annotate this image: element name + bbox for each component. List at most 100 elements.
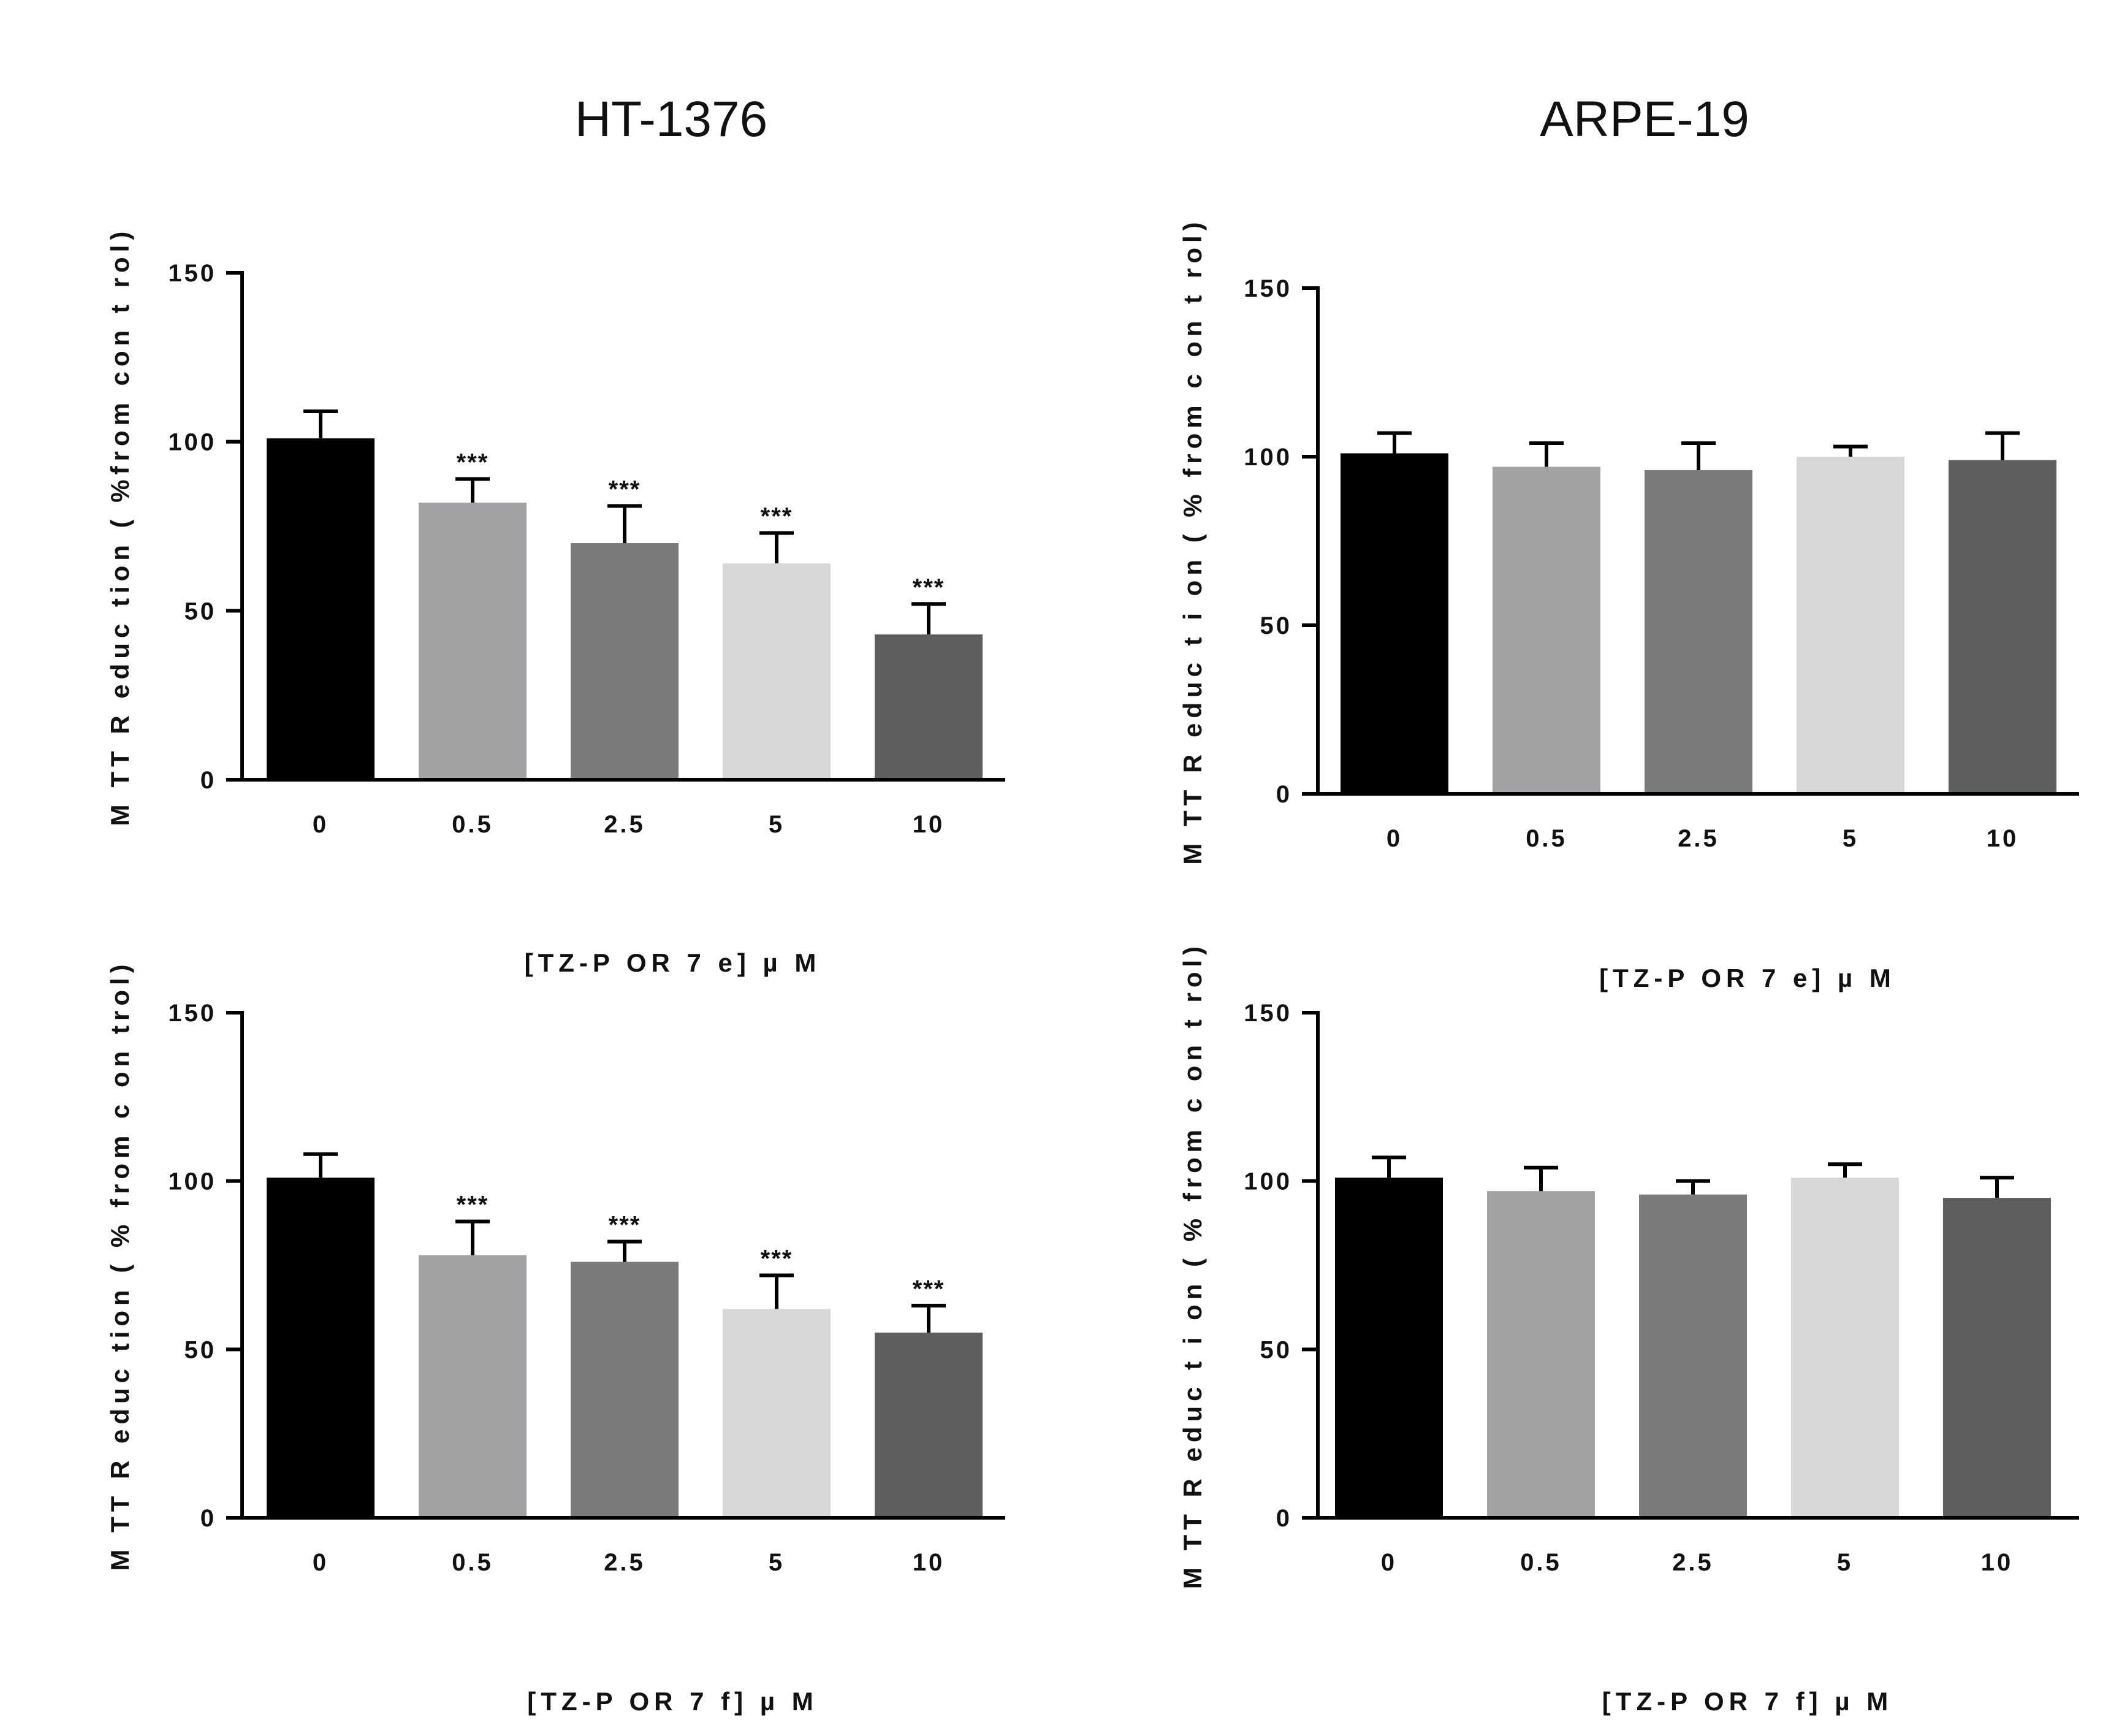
x-tick-label-0-5: 0.5	[452, 1549, 493, 1576]
bar-2-5	[1639, 1194, 1747, 1518]
y-tick-label-100: 100	[168, 1168, 216, 1195]
significance-label-5: ***	[761, 1245, 793, 1272]
bar-10	[1949, 460, 2056, 794]
x-tick-label-0: 0	[313, 811, 329, 838]
bar-5	[723, 1309, 831, 1518]
x-axis-title: [TZ-P OR 7 f] µ M	[1602, 1687, 1893, 1716]
error-bar-10	[911, 1303, 946, 1333]
bar-2-5	[571, 1262, 679, 1518]
significance-label-10: ***	[913, 574, 945, 601]
bar-5	[723, 563, 831, 780]
bar-2-5	[1645, 470, 1752, 794]
y-tick-label-150: 150	[1244, 275, 1292, 302]
error-bar-0	[303, 409, 338, 439]
error-bar-5	[1833, 444, 1868, 457]
y-tick-label-150: 150	[168, 260, 216, 287]
y-axis-title: M TT R educ tion ( % from c on trol)	[105, 959, 134, 1570]
y-tick-label-50: 50	[184, 1336, 217, 1363]
bar-10	[1943, 1198, 2051, 1518]
y-tick-label-150: 150	[168, 1000, 216, 1027]
y-axis-title: M TT R educ tion ( %from con t rol)	[105, 227, 134, 826]
bar-2-5	[571, 543, 679, 780]
bar-0-5	[419, 502, 527, 780]
y-tick-label-0: 0	[1276, 1505, 1292, 1532]
x-tick-label-2-5: 2.5	[604, 811, 645, 838]
column-title-arpe19: ARPE-19	[1540, 91, 1749, 147]
error-bar-0	[1377, 431, 1412, 454]
significance-label-10: ***	[913, 1276, 945, 1303]
error-bar-0-5	[1524, 1165, 1558, 1192]
error-bar-10	[911, 602, 946, 634]
significance-label-0-5: ***	[457, 449, 489, 476]
x-axis-title: [TZ-P OR 7 e] µ M	[525, 948, 821, 977]
significance-label-2-5: ***	[609, 1212, 641, 1239]
x-axis-title: [TZ-P OR 7 e] µ M	[1599, 964, 1896, 992]
y-tick-label-0: 0	[200, 1505, 216, 1532]
y-tick-label-50: 50	[1260, 612, 1293, 639]
bar-10	[875, 634, 983, 780]
x-tick-label-0-5: 0.5	[1526, 825, 1567, 852]
y-tick-label-150: 150	[1244, 1000, 1292, 1027]
x-tick-label-0: 0	[313, 1549, 329, 1576]
x-tick-label-5: 5	[1837, 1549, 1853, 1576]
bar-0-5	[419, 1255, 527, 1518]
chart-panel-1: *** *** *** *** 0 50 100 150 0 0.5 2.5 5 10 M TT R ed…	[105, 227, 1005, 977]
x-axis-title: [TZ-P OR 7 f] µ M	[527, 1687, 818, 1716]
error-bar-2-5	[1681, 441, 1716, 470]
y-tick-label-0: 0	[1276, 781, 1292, 808]
error-bar-5	[759, 531, 794, 564]
x-tick-label-10: 10	[1987, 825, 2019, 852]
error-bar-0-5	[455, 1219, 490, 1255]
y-tick-label-100: 100	[1244, 444, 1292, 471]
y-tick-label-50: 50	[1260, 1336, 1293, 1363]
error-bar-5	[1828, 1162, 1862, 1178]
bar-5	[1791, 1178, 1899, 1518]
column-title-ht1376: HT-1376	[575, 91, 768, 147]
chart-panel-3: *** *** *** *** 0 50 100 150 0 0.5 2.5 5 10 M TT R ed…	[105, 959, 1005, 1716]
y-axis-title: M TT R educ t i on ( % from c on t rol)	[1178, 942, 1207, 1589]
error-bar-2-5	[607, 504, 642, 544]
error-bar-10	[1985, 431, 2020, 460]
error-bar-0-5	[1529, 441, 1564, 467]
bar-0	[267, 438, 375, 780]
y-axis-title: M TT R educ t i on ( % from c on t rol)	[1178, 217, 1207, 864]
x-tick-label-10: 10	[1981, 1549, 2014, 1576]
y-tick-label-100: 100	[168, 429, 216, 456]
bar-5	[1797, 457, 1904, 794]
bar-10	[875, 1332, 983, 1518]
bar-0	[1335, 1178, 1443, 1518]
bar-0	[267, 1178, 375, 1518]
y-tick-label-0: 0	[200, 767, 216, 794]
bar-0-5	[1487, 1191, 1595, 1518]
error-bar-0	[1372, 1155, 1406, 1178]
y-tick-label-50: 50	[184, 598, 217, 625]
x-tick-label-10: 10	[913, 1549, 945, 1576]
x-tick-label-2-5: 2.5	[604, 1549, 645, 1576]
x-tick-label-5: 5	[769, 1549, 785, 1576]
x-tick-label-0-5: 0.5	[1520, 1549, 1562, 1576]
x-tick-label-5: 5	[769, 811, 785, 838]
x-tick-label-2-5: 2.5	[1678, 825, 1719, 852]
x-tick-label-2-5: 2.5	[1672, 1549, 1714, 1576]
significance-label-0-5: ***	[457, 1192, 489, 1219]
x-tick-label-10: 10	[913, 811, 945, 838]
chart-panel-2: 0 50 100 150 0 0.5 2.5 5 10 M TT R educ t i on ( …	[1178, 217, 2079, 992]
error-bar-0	[303, 1152, 338, 1178]
y-tick-label-100: 100	[1244, 1168, 1292, 1195]
significance-label-5: ***	[761, 503, 793, 530]
error-bar-5	[759, 1273, 794, 1309]
chart-panel-4: 0 50 100 150 0 0.5 2.5 5 10 M TT R educ t i on ( …	[1178, 942, 2079, 1716]
error-bar-0-5	[455, 477, 490, 503]
bar-0	[1341, 453, 1448, 794]
significance-label-2-5: ***	[609, 476, 641, 503]
bar-0-5	[1493, 466, 1600, 794]
error-bar-2-5	[1676, 1179, 1710, 1195]
x-tick-label-5: 5	[1843, 825, 1858, 852]
x-tick-label-0: 0	[1386, 825, 1402, 852]
error-bar-2-5	[607, 1239, 642, 1262]
x-tick-label-0: 0	[1381, 1549, 1397, 1576]
x-tick-label-0-5: 0.5	[452, 811, 493, 838]
error-bar-10	[1980, 1176, 2014, 1198]
